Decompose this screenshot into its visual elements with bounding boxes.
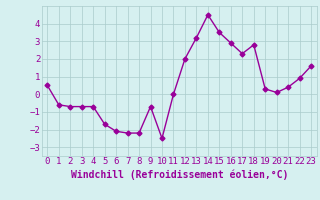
X-axis label: Windchill (Refroidissement éolien,°C): Windchill (Refroidissement éolien,°C) [70,169,288,180]
